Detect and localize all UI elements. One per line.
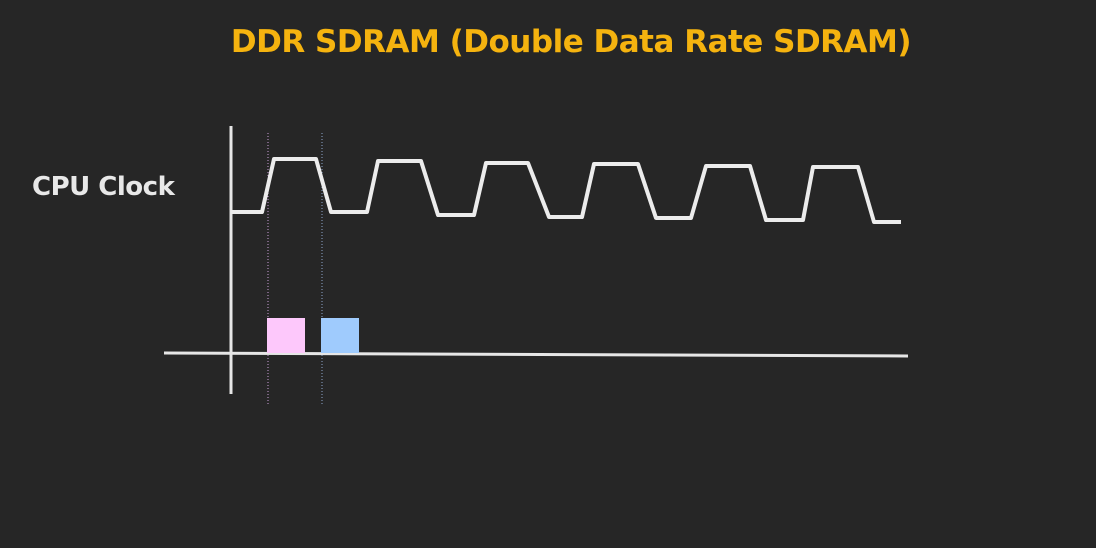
falling-edge-transfer-block <box>321 318 359 353</box>
cpu-clock-label: CPU Clock <box>32 172 175 202</box>
time-axis <box>163 351 909 358</box>
slide-title: DDR SDRAM (Double Data Rate SDRAM) <box>230 24 912 60</box>
rising-edge-transfer-block <box>267 318 305 353</box>
cpu-clock-waveform <box>231 157 901 224</box>
